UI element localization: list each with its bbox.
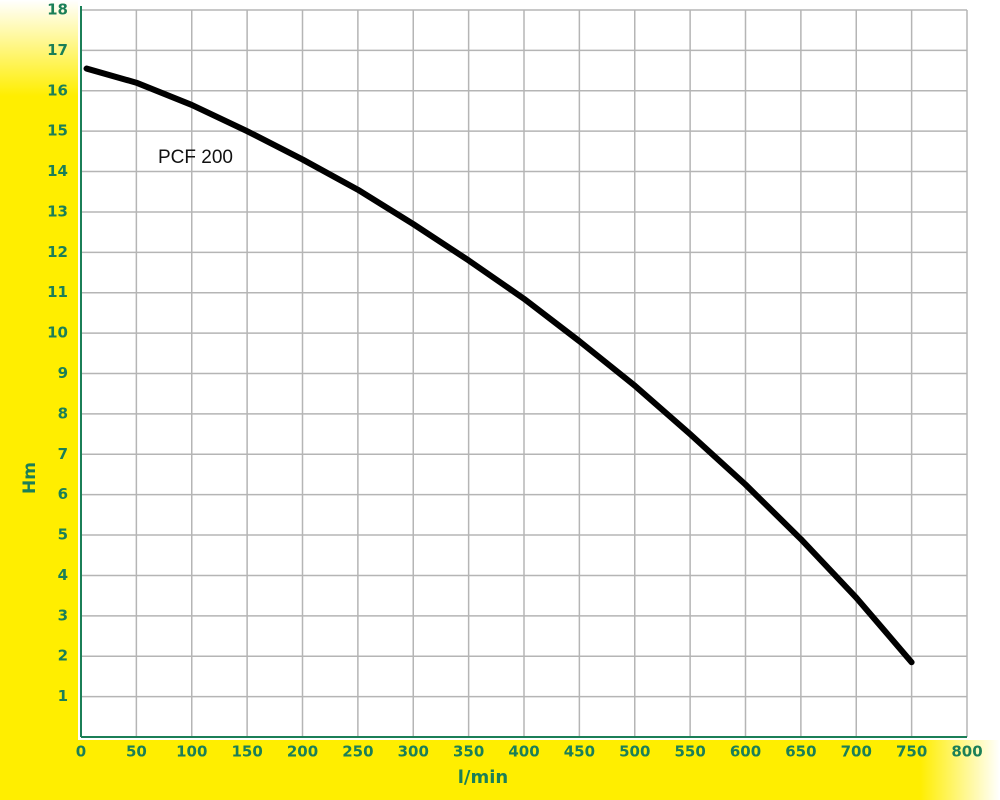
y-tick-label: 14 [47, 162, 68, 180]
y-tick-label: 7 [58, 445, 68, 463]
x-tick-label: 500 [619, 743, 650, 761]
x-tick-label: 0 [76, 743, 86, 761]
series-label: PCF 200 [158, 147, 233, 168]
x-tick-label: 200 [287, 743, 318, 761]
y-tick-label: 3 [58, 606, 68, 624]
y-tick-label: 17 [47, 41, 68, 59]
y-tick-label: 16 [47, 81, 68, 99]
x-tick-label: 250 [342, 743, 373, 761]
y-axis-label: Hm [20, 462, 40, 494]
x-tick-label: 550 [674, 743, 705, 761]
y-tick-label: 9 [58, 364, 68, 382]
y-tick-label: 8 [58, 404, 68, 422]
y-tick-label: 6 [58, 485, 68, 503]
x-tick-label: 100 [176, 743, 207, 761]
x-tick-label: 650 [785, 743, 816, 761]
x-tick-label: 400 [508, 743, 539, 761]
y-tick-label: 13 [47, 202, 68, 220]
x-tick-label: 800 [951, 743, 982, 761]
y-tick-label: 4 [58, 566, 68, 584]
x-tick-label: 700 [841, 743, 872, 761]
x-tick-label: 750 [896, 743, 927, 761]
x-tick-label: 50 [126, 743, 147, 761]
left-band [0, 0, 78, 800]
line-series [83, 65, 915, 666]
x-axis-label: l/min [458, 767, 508, 788]
y-tick-label: 1 [58, 687, 68, 705]
y-tick-label: 11 [47, 283, 68, 301]
x-tick-label: 300 [398, 743, 429, 761]
x-tick-label: 600 [730, 743, 761, 761]
y-tick-label: 15 [47, 122, 68, 140]
x-tick-label: 350 [453, 743, 484, 761]
x-tick-label: 150 [231, 743, 262, 761]
y-tick-label: 12 [47, 243, 68, 261]
bottom-band [0, 740, 1000, 800]
y-tick-label: 2 [58, 647, 68, 665]
y-tick-label: 10 [47, 324, 68, 342]
y-tick-label: 5 [58, 526, 68, 544]
y-tick-label: 18 [47, 1, 68, 19]
x-tick-label: 450 [564, 743, 595, 761]
